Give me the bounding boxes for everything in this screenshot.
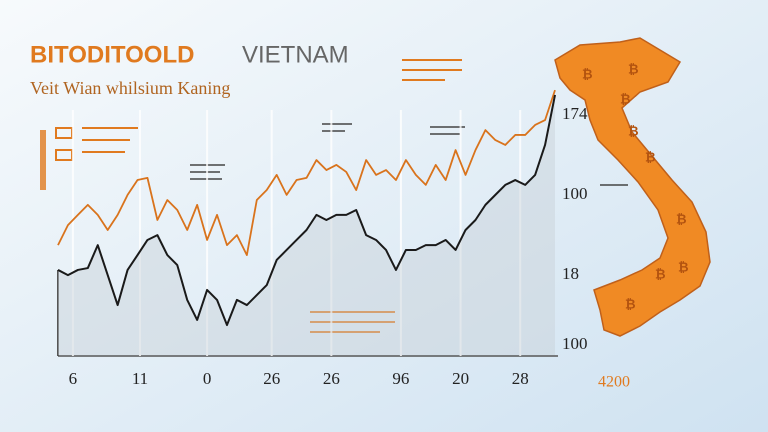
map-symbol: ₿ <box>582 66 593 81</box>
right-label: 174 <box>562 104 588 123</box>
x-tick-label: 11 <box>132 369 148 388</box>
x-tick-label: 20 <box>452 369 469 388</box>
map-symbol: ₿ <box>620 91 631 106</box>
chart-title-suffix: VIETNAM <box>242 41 349 68</box>
x-tick-label: 0 <box>203 369 212 388</box>
subtitle: Veit Wian whilsium Kaning <box>30 78 230 98</box>
icon <box>40 130 46 190</box>
map-symbol: ₿ <box>655 266 666 281</box>
x-tick-label: 28 <box>512 369 529 388</box>
decor-lines <box>82 59 462 333</box>
x-tick-label: 96 <box>392 369 409 388</box>
decor-lines <box>190 123 628 186</box>
right-label: 18 <box>562 264 579 283</box>
x-tick-label: 6 <box>69 369 78 388</box>
map-symbols: ₿ ₿ ₿ ₿ ₿ ₿ ₿ ₿ ₿ <box>582 61 689 311</box>
map-symbol: ₿ <box>628 123 639 138</box>
right-label: 100 <box>562 334 588 353</box>
chart-title: BITODITOOLD <box>30 41 194 68</box>
line <box>57 94 556 327</box>
map-symbol: ₿ <box>676 211 687 226</box>
corner-label: 4200 <box>598 374 630 391</box>
line <box>57 89 556 256</box>
area <box>58 94 555 356</box>
x-tick-label: 26 <box>263 369 280 388</box>
map-symbol: ₿ <box>645 149 656 164</box>
map-symbol: ₿ <box>625 296 636 311</box>
x-tick-label: 26 <box>323 369 340 388</box>
map-symbol: ₿ <box>678 259 689 274</box>
right-label: 100 <box>562 184 588 203</box>
map-vietnam <box>554 37 711 337</box>
map-symbol: ₿ <box>628 61 639 76</box>
